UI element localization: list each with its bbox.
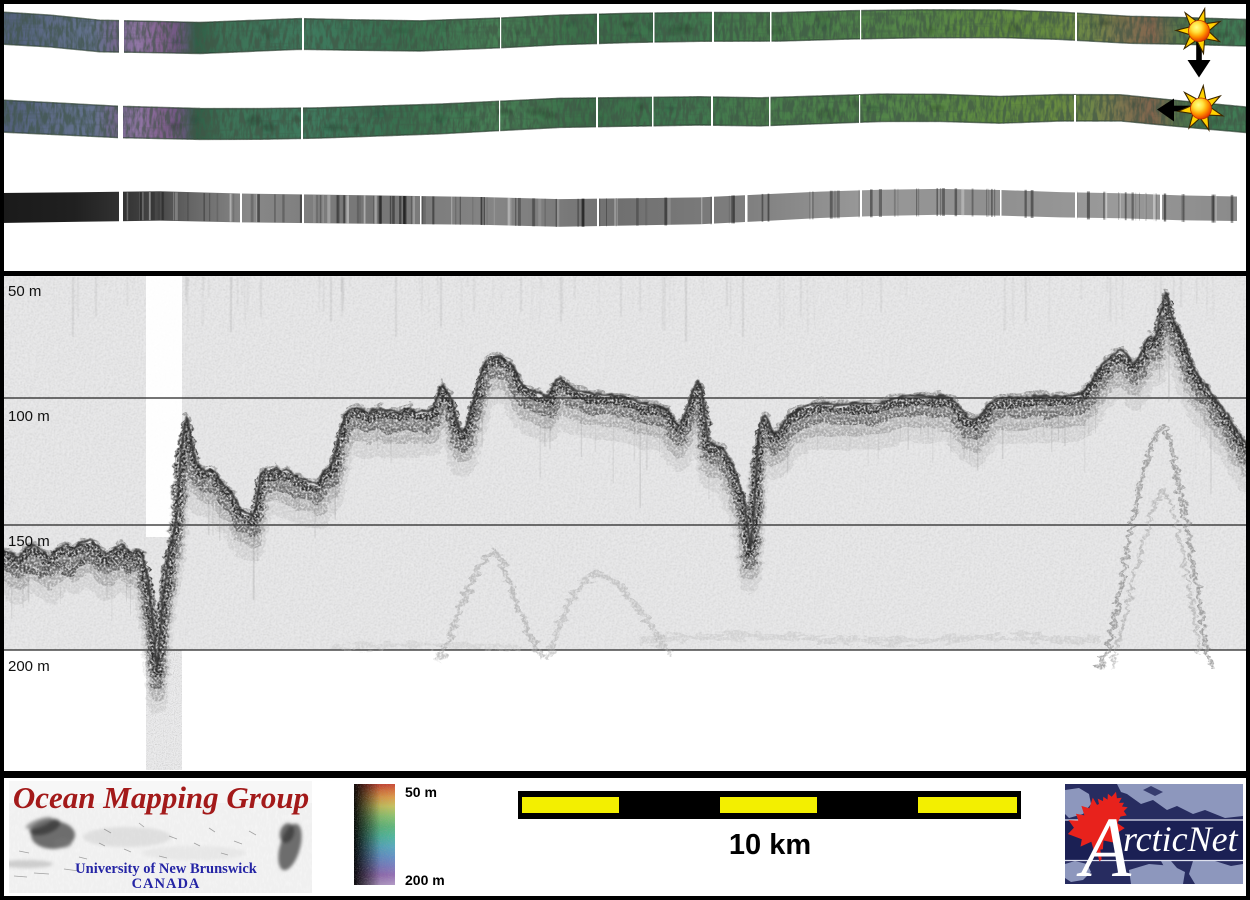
svg-text:Ocean Mapping Group: Ocean Mapping Group: [13, 781, 309, 815]
svg-text:A: A: [1076, 801, 1132, 884]
svg-text:CANADA: CANADA: [132, 876, 201, 892]
svg-text:University of New Brunswick: University of New Brunswick: [75, 861, 258, 877]
svg-text:rcticNet: rcticNet: [1123, 819, 1239, 859]
